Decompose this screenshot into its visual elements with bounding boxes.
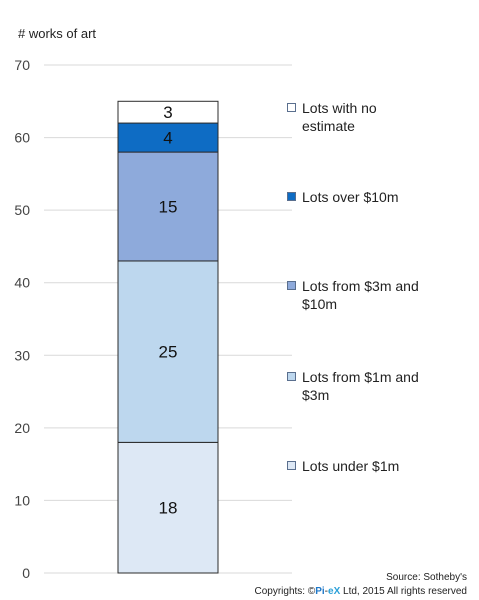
copyright-note: Copyrights: ©Pi-eX Ltd, 2015 All rights … [254, 586, 467, 597]
data-label: 15 [159, 198, 178, 217]
legend-item-1m-3m: Lots from $1m and $3m [287, 368, 467, 404]
bar-segment [117, 441, 219, 574]
data-label: 3 [163, 103, 172, 122]
legend-swatch-over-10m [287, 192, 296, 201]
data-label: 18 [159, 499, 178, 518]
y-axis-title: # works of art [18, 26, 97, 41]
bar-segment [117, 122, 219, 153]
legend-item-under-1m: Lots under $1m [287, 457, 467, 475]
legend-item-over-10m: Lots over $10m [287, 188, 467, 206]
legend-item-no-estimate: Lots with no estimate [287, 99, 467, 135]
y-tick-label: 20 [14, 420, 30, 436]
data-label: 25 [159, 343, 178, 362]
data-labels: 18 25 15 4 3 [159, 103, 178, 518]
y-tick-labels: 0 10 20 30 40 50 60 70 [14, 57, 30, 581]
legend-item-3m-10m: Lots from $3m and $10m [287, 277, 467, 313]
legend-label: Lots over $10m [302, 189, 399, 205]
data-label: 4 [163, 129, 172, 148]
bar-segment [117, 100, 219, 124]
y-tick-label: 0 [22, 565, 30, 581]
legend-swatch-3m-10m [287, 281, 296, 290]
legend-swatch-1m-3m [287, 372, 296, 381]
legend-label: Lots from $3m and $10m [302, 278, 419, 312]
legend-label: Lots from $1m and $3m [302, 369, 419, 403]
legend-label: Lots under $1m [302, 458, 400, 474]
y-tick-label: 70 [14, 57, 30, 73]
y-tick-label: 60 [14, 130, 30, 146]
legend-swatch-under-1m [287, 461, 296, 470]
brand-logo-ex: eX [328, 586, 341, 597]
y-tick-label: 30 [14, 347, 30, 363]
bar-segments [117, 100, 219, 574]
source-note: Source: Sotheby's [386, 572, 467, 583]
y-tick-label: 10 [14, 492, 30, 508]
bar-segment [117, 151, 219, 262]
legend-swatch-no-estimate [287, 103, 296, 112]
bar-segment [117, 260, 219, 443]
y-tick-label: 40 [14, 275, 30, 291]
brand-logo-pi: Pi [315, 586, 325, 597]
y-tick-label: 50 [14, 202, 30, 218]
legend-label: Lots with no estimate [302, 100, 377, 134]
